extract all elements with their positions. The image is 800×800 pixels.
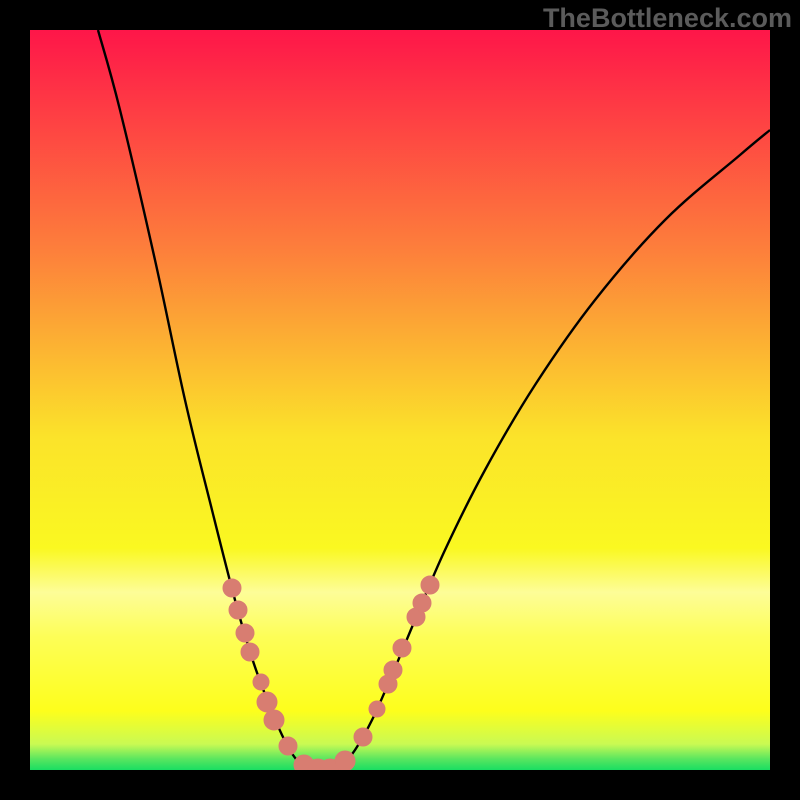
data-marker <box>236 624 254 642</box>
data-marker <box>253 674 269 690</box>
data-marker <box>264 710 284 730</box>
data-marker <box>354 728 372 746</box>
data-marker <box>413 594 431 612</box>
data-marker <box>421 576 439 594</box>
plot-area <box>30 30 770 770</box>
data-marker <box>257 692 277 712</box>
curve-layer <box>30 30 770 770</box>
data-marker <box>229 601 247 619</box>
data-marker <box>335 751 355 770</box>
curve-left-branch <box>98 30 312 770</box>
data-marker <box>393 639 411 657</box>
data-marker <box>223 579 241 597</box>
chart-root: TheBottleneck.com <box>0 0 800 800</box>
watermark-text: TheBottleneck.com <box>543 3 792 34</box>
data-marker <box>279 737 297 755</box>
data-marker <box>369 701 385 717</box>
data-marker <box>241 643 259 661</box>
data-marker <box>384 661 402 679</box>
